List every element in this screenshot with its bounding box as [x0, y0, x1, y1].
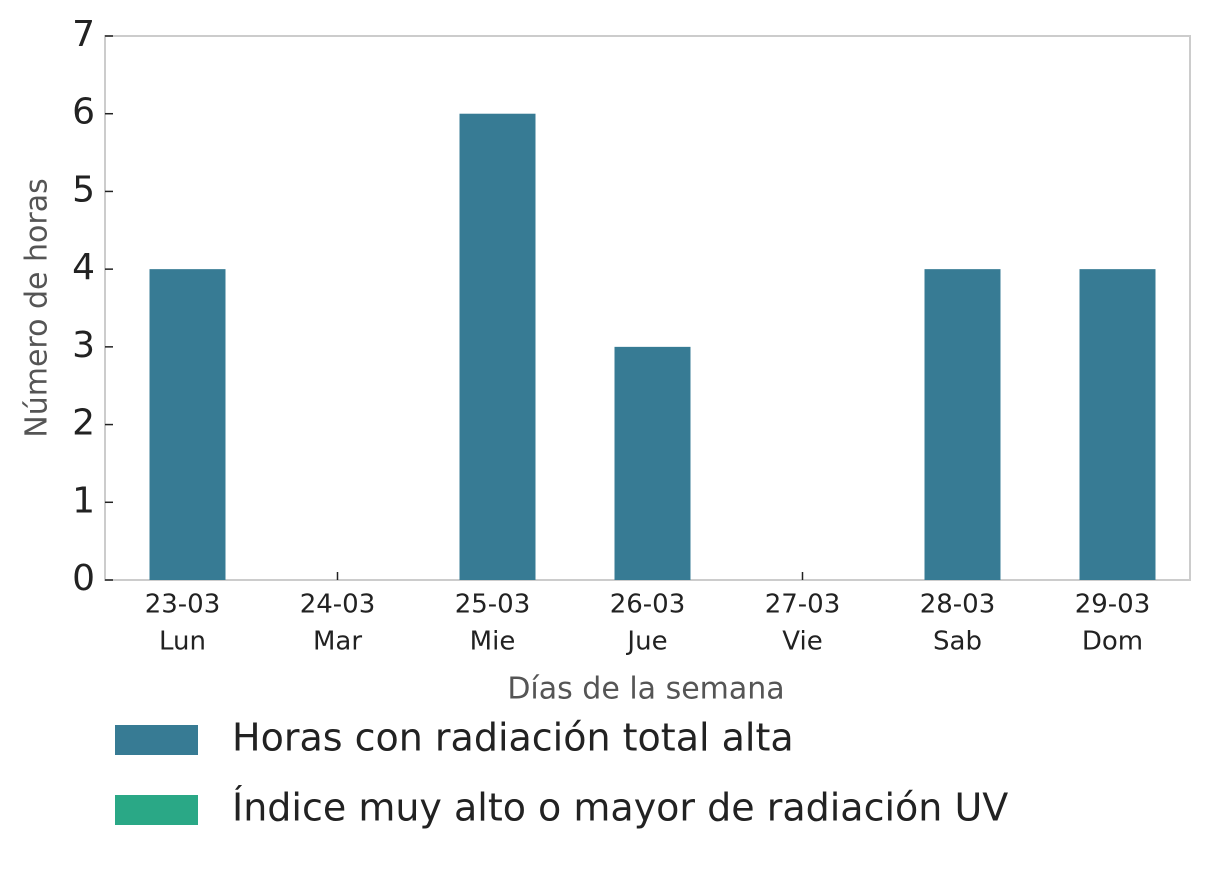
- bar: [614, 346, 691, 580]
- x-tick-label: 25-03: [455, 590, 531, 620]
- y-tick-label: 0: [72, 558, 95, 599]
- y-tick-label: 6: [72, 92, 95, 133]
- x-tick-label: 29-03: [1075, 590, 1151, 620]
- bar: [924, 269, 1001, 580]
- y-tick-label: 2: [72, 403, 95, 444]
- x-tick-label: Sab: [933, 627, 982, 657]
- bar: [1079, 269, 1156, 580]
- x-axis-label: Días de la semana: [507, 672, 784, 707]
- y-tick-label: 4: [72, 247, 95, 288]
- x-tick-label: 26-03: [610, 590, 686, 620]
- bar: [149, 269, 226, 580]
- x-tick-label: Lun: [159, 627, 206, 657]
- x-tick-label: Vie: [782, 627, 822, 657]
- x-tick-label: 28-03: [920, 590, 996, 620]
- x-tick-label: Dom: [1082, 627, 1143, 657]
- y-tick-label: 1: [72, 480, 95, 521]
- legend-label: Horas con radiación total alta: [232, 716, 794, 760]
- x-tick-label: 27-03: [765, 590, 841, 620]
- x-tick-label: Mar: [313, 627, 362, 657]
- legend-swatch: [115, 795, 198, 825]
- legend-swatch: [115, 725, 198, 755]
- legend-label: Índice muy alto o mayor de radiación UV: [232, 786, 1008, 830]
- y-tick-label: 3: [72, 325, 95, 366]
- x-tick-label: Mie: [470, 627, 516, 657]
- x-tick-label: 24-03: [300, 590, 376, 620]
- y-axis-label: Número de horas: [20, 178, 55, 437]
- y-tick-label: 5: [72, 169, 95, 210]
- x-tick-label: Jue: [625, 627, 667, 657]
- y-tick-label: 7: [72, 14, 95, 55]
- bar: [459, 113, 536, 580]
- x-tick-label: 23-03: [145, 590, 221, 620]
